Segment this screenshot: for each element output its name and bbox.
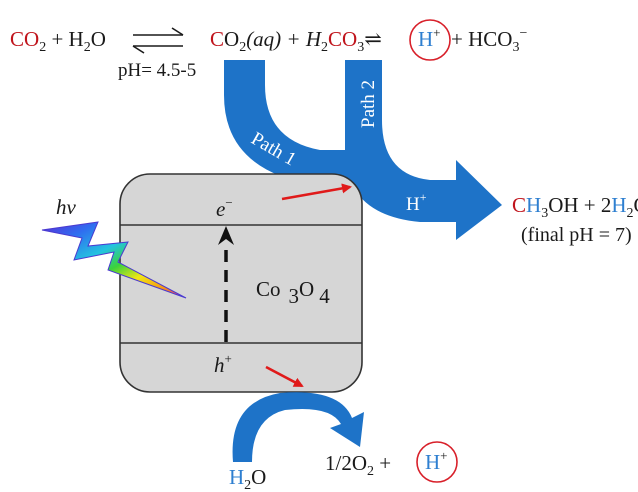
light-label: hv bbox=[56, 195, 77, 219]
oxygen-product: 1/2O2 + bbox=[325, 451, 391, 479]
water-label: H2O bbox=[229, 465, 266, 492]
path2-label: Path 2 bbox=[358, 80, 379, 128]
equation-left: CO2 + H2O bbox=[10, 27, 106, 55]
equilibrium-harpoons bbox=[132, 27, 184, 54]
h-plus-circle-bottom bbox=[416, 441, 458, 483]
lightning-bolt-icon bbox=[41, 221, 187, 299]
electron-label: e− bbox=[216, 195, 233, 221]
product-methanol: CH3OH + 2H2O bbox=[512, 193, 638, 221]
path1-arrow bbox=[224, 60, 355, 185]
water-oxidation-arrow bbox=[232, 392, 364, 462]
path2-arrow bbox=[345, 60, 502, 240]
ph-label: pH= 4.5-5 bbox=[118, 60, 196, 81]
co3o4-label: Co 3O 4 bbox=[256, 277, 330, 308]
h-plus-circle-top bbox=[409, 19, 451, 61]
equation-middle: CO2(aq) + H2CO3⇌ bbox=[210, 27, 382, 55]
equation-bicarbonate: + HCO3− bbox=[451, 26, 527, 55]
path-h-plus-label: H+ bbox=[406, 190, 427, 215]
hole-transfer-arrow bbox=[265, 365, 304, 388]
final-ph-label: (final pH = 7) bbox=[521, 224, 632, 246]
equation-h-plus: H+ bbox=[418, 25, 441, 51]
electron-transfer-arrow bbox=[281, 183, 352, 201]
oxidation-h-plus: H+ bbox=[425, 448, 448, 474]
equation-row: CO2 + H2O CO2(aq) + H2CO3⇌ H+ + HCO3− pH… bbox=[10, 19, 527, 81]
hole-label: h+ bbox=[214, 351, 232, 377]
co3o4-particle bbox=[119, 173, 363, 393]
excitation-arrow bbox=[218, 226, 234, 342]
